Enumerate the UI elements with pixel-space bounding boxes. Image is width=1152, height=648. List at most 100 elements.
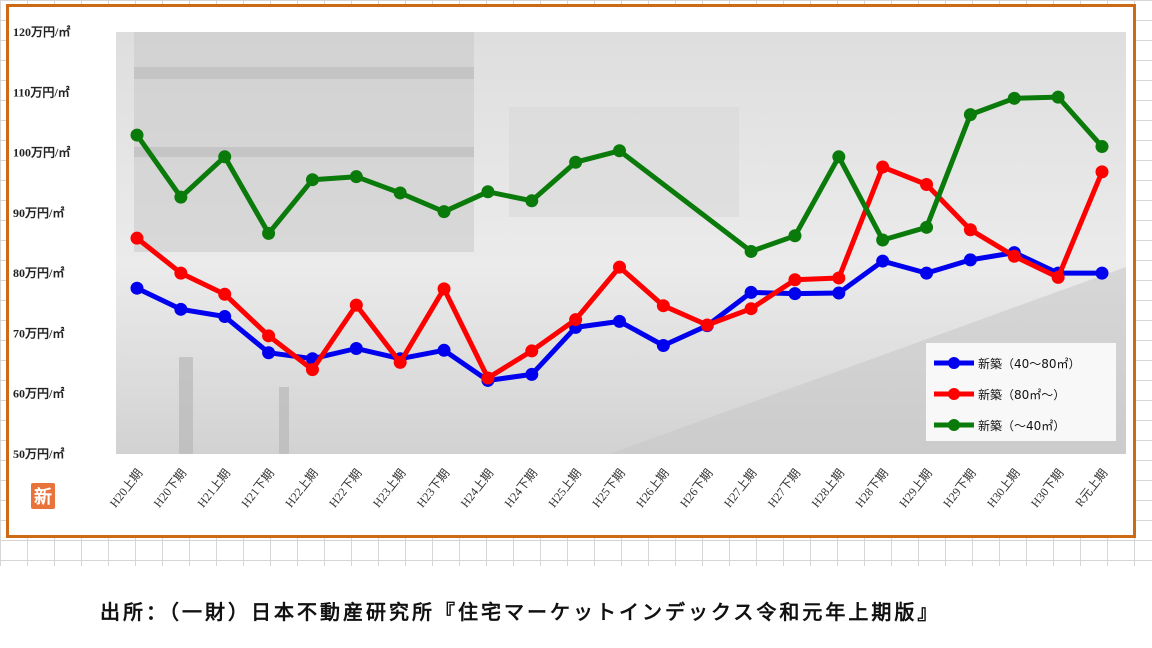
data-point	[744, 244, 758, 258]
data-point	[1095, 165, 1109, 179]
x-tick-label: H23上期	[370, 466, 409, 510]
data-point	[481, 185, 495, 199]
x-tick-label: R元上期	[1072, 466, 1110, 509]
data-point	[920, 266, 934, 280]
x-tick-label: H23下期	[414, 466, 453, 510]
x-tick-label: H29下期	[940, 466, 979, 510]
series-layer	[130, 90, 1109, 387]
data-point	[832, 271, 846, 285]
data-point	[876, 160, 890, 174]
data-point	[349, 170, 363, 184]
data-point	[174, 266, 188, 280]
data-point	[832, 286, 846, 300]
source-area	[0, 566, 1152, 648]
data-point	[262, 329, 276, 343]
legend-label: 新築（80㎡～）	[978, 387, 1065, 402]
y-tick-label: 100万円/㎡	[13, 145, 70, 160]
source-caption: 出所：（一財）日本不動産研究所『住宅マーケットインデックス令和元年上期版』	[100, 600, 941, 624]
data-point	[569, 313, 583, 327]
legend-label: 新築（40～80㎡）	[978, 356, 1081, 371]
data-point	[218, 150, 232, 164]
x-tick-label: H29上期	[896, 466, 935, 510]
data-point	[963, 108, 977, 122]
data-point	[569, 155, 583, 169]
y-tick-label: 70万円/㎡	[13, 325, 64, 340]
x-tick-label: H21下期	[238, 466, 277, 510]
data-point	[481, 371, 495, 385]
legend: 新築（40～80㎡） 新築（80㎡～） 新築（～40㎡）	[926, 343, 1116, 441]
data-point	[920, 220, 934, 234]
x-tick-label: H25上期	[545, 466, 584, 510]
data-point	[788, 229, 802, 243]
data-point	[920, 178, 934, 192]
data-point	[1051, 90, 1065, 104]
legend-swatch-marker	[948, 419, 960, 431]
data-point	[876, 254, 890, 268]
data-point	[349, 342, 363, 355]
x-tick-label: H28上期	[809, 466, 848, 510]
data-point	[788, 273, 802, 287]
data-point	[744, 302, 758, 316]
y-axis: 120万円/㎡ 110万円/㎡ 100万円/㎡ 90万円/㎡ 80万円/㎡ 70万円/㎡ 6…	[13, 24, 70, 461]
data-point	[174, 302, 188, 316]
plot-background-photo	[116, 32, 1126, 454]
data-point	[130, 231, 144, 245]
x-tick-label: H30上期	[984, 466, 1023, 510]
x-tick-label: H27下期	[765, 466, 804, 510]
data-point	[963, 253, 977, 267]
data-point	[613, 314, 626, 328]
data-point	[613, 144, 626, 158]
chart-frame: 120万円/㎡ 110万円/㎡ 100万円/㎡ 90万円/㎡ 80万円/㎡ 70万円/㎡ 6…	[6, 4, 1136, 538]
x-tick-label: H26上期	[633, 466, 672, 510]
data-point	[130, 281, 144, 295]
x-tick-label: H27上期	[721, 466, 760, 510]
data-point	[437, 282, 451, 296]
x-tick-label: H21上期	[195, 466, 234, 510]
x-tick-label: H25下期	[589, 466, 628, 510]
x-tick-label: H20上期	[107, 466, 146, 510]
data-point	[788, 287, 802, 301]
data-point	[437, 205, 451, 219]
legend-swatch-marker	[948, 357, 960, 369]
data-point	[305, 363, 319, 377]
data-point	[349, 298, 363, 312]
data-point	[876, 233, 890, 247]
y-tick-label: 90万円/㎡	[13, 205, 64, 220]
data-point	[218, 287, 232, 301]
data-point	[393, 186, 407, 200]
legend-label: 新築（～40㎡）	[978, 418, 1065, 433]
data-point	[1095, 266, 1109, 280]
y-tick-label: 80万円/㎡	[13, 265, 64, 280]
data-point	[700, 318, 714, 332]
data-point	[525, 194, 539, 208]
x-tick-label: H30下期	[1028, 466, 1067, 510]
data-point	[262, 346, 276, 360]
data-point	[262, 226, 276, 240]
data-point	[174, 190, 188, 204]
x-axis: H20上期 H20下期 H21上期 H21下期 H22上期 H22下期 H23上期 H23下期…	[107, 466, 1111, 510]
x-tick-label: H20下期	[151, 466, 190, 510]
data-point	[1051, 270, 1065, 284]
y-tick-label: 110万円/㎡	[13, 84, 70, 99]
x-tick-label: H28下期	[853, 466, 892, 510]
data-point	[393, 355, 407, 369]
data-point	[1007, 249, 1021, 263]
line-chart: 120万円/㎡ 110万円/㎡ 100万円/㎡ 90万円/㎡ 80万円/㎡ 70万円/㎡ 6…	[13, 24, 1126, 510]
legend-swatch-marker	[948, 388, 960, 400]
data-point	[656, 338, 670, 352]
data-point	[1095, 140, 1109, 154]
data-point	[613, 260, 626, 274]
y-tick-label: 50万円/㎡	[13, 446, 64, 461]
data-point	[525, 344, 539, 358]
data-point	[525, 367, 539, 381]
data-point	[832, 150, 846, 164]
data-point	[656, 299, 670, 313]
y-tick-label: 60万円/㎡	[13, 386, 64, 401]
data-point	[437, 343, 451, 357]
data-point	[305, 173, 319, 187]
y-tick-label: 120万円/㎡	[13, 24, 70, 39]
data-point	[218, 310, 232, 324]
x-tick-label: H22上期	[282, 466, 321, 510]
data-point	[1007, 91, 1021, 105]
new-badge-icon: 新	[31, 483, 55, 509]
